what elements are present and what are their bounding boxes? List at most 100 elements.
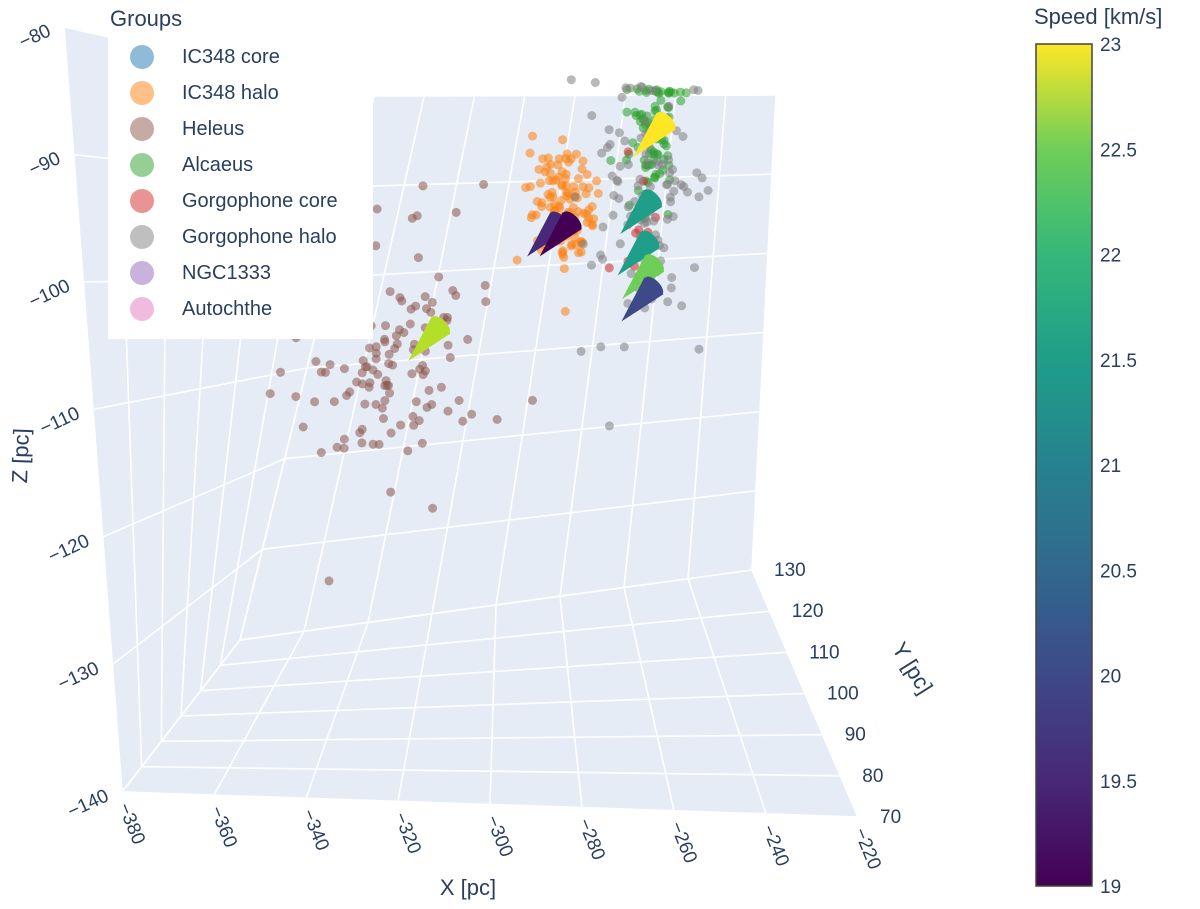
data-points [188, 75, 713, 586]
legend-item[interactable]: Heleus [130, 112, 244, 146]
legend-swatch [130, 189, 154, 213]
data-point [604, 263, 614, 273]
legend-item[interactable]: IC348 core [130, 40, 280, 74]
data-point [371, 400, 381, 409]
data-point [631, 111, 641, 121]
data-point [543, 190, 553, 199]
legend-item[interactable]: Alcaeus [130, 148, 253, 182]
data-point [380, 381, 390, 391]
grid-line-y [200, 651, 788, 692]
grid-line-z [306, 331, 765, 369]
data-point [384, 359, 394, 369]
data-point [566, 241, 576, 251]
data-point [683, 187, 692, 197]
data-point [538, 154, 548, 164]
colorbar-tick-label: 19.5 [1100, 772, 1137, 793]
data-point [561, 154, 571, 164]
y-tick-label: 70 [880, 807, 901, 828]
legend-label: IC348 core [182, 45, 280, 68]
data-point [480, 280, 490, 290]
colorbar-tick-label: 22.5 [1100, 140, 1137, 161]
colorbar: 23 22.5 22 21.5 21 20.5 20 19.5 19 [1035, 35, 1137, 898]
data-point [311, 357, 321, 366]
data-point [371, 342, 381, 352]
data-point [458, 416, 468, 426]
legend-label: IC348 halo [182, 81, 279, 104]
z-tick-label: −80 [16, 20, 54, 53]
data-point [395, 325, 404, 335]
data-point [606, 156, 616, 165]
data-point [420, 292, 430, 302]
data-point [396, 420, 406, 430]
data-point [379, 414, 388, 423]
velocity-cone-base [656, 111, 676, 131]
z-tick-label: −110 [37, 403, 83, 440]
legend-item[interactable]: Gorgophone halo [130, 220, 337, 254]
data-point [417, 438, 427, 448]
data-point [380, 396, 390, 406]
data-point [451, 291, 461, 300]
data-point [365, 343, 374, 353]
data-point [597, 148, 607, 158]
grid-line-z [284, 410, 761, 460]
data-point [653, 160, 663, 170]
data-point [451, 207, 461, 217]
data-point [649, 216, 659, 226]
data-point [697, 173, 707, 183]
data-point [526, 213, 536, 223]
data-point [677, 301, 687, 311]
data-point [664, 101, 674, 111]
legend-label: NGC1333 [182, 261, 271, 284]
data-point [365, 378, 375, 388]
colorbar-title: Speed [km/s] [1034, 4, 1163, 29]
data-point [587, 260, 596, 270]
data-point [537, 198, 547, 208]
x-tick-label: −220 [849, 825, 885, 873]
colorbar-tick-label: 19 [1100, 877, 1121, 898]
data-point [625, 83, 635, 93]
x-tick-label: −340 [297, 806, 333, 854]
data-point [623, 160, 633, 170]
legend-item[interactable]: Autochthe [130, 292, 272, 326]
data-point [622, 107, 632, 117]
data-point [667, 273, 677, 282]
data-point [604, 125, 614, 135]
velocity-cones [408, 111, 676, 362]
data-point [385, 388, 394, 398]
legend-item[interactable]: NGC1333 [130, 256, 271, 290]
z-tick-label: −120 [45, 530, 93, 567]
legend-item[interactable]: Gorgophone core [130, 184, 338, 218]
data-point [587, 219, 597, 229]
data-point [554, 201, 564, 211]
z-tick-label: −140 [64, 785, 112, 822]
data-point [578, 239, 588, 249]
data-point [405, 319, 415, 329]
data-point [598, 222, 608, 232]
data-point [371, 348, 381, 358]
data-point [325, 360, 335, 370]
data-point [528, 131, 537, 141]
y-tick-label: 120 [792, 601, 824, 622]
legend-item[interactable]: IC348 halo [130, 76, 279, 110]
data-point [560, 307, 570, 316]
x-tick-label: −360 [205, 803, 241, 851]
data-point [617, 92, 627, 102]
z-tick-label: −90 [26, 148, 64, 181]
data-point [352, 377, 362, 387]
data-point [615, 161, 625, 171]
data-point [454, 396, 464, 405]
data-point [411, 397, 421, 407]
data-point [560, 174, 570, 184]
data-point [310, 397, 320, 407]
colorbar-tick-label: 21 [1100, 456, 1121, 477]
data-point [384, 349, 394, 359]
data-point [666, 87, 676, 97]
data-point [662, 180, 672, 190]
data-point [571, 149, 581, 159]
data-point [553, 160, 563, 170]
data-point [656, 95, 666, 105]
z-tick-label: −100 [26, 275, 74, 312]
grid-line-z [373, 94, 777, 97]
grid-line-y [220, 610, 770, 667]
data-point [636, 82, 646, 91]
